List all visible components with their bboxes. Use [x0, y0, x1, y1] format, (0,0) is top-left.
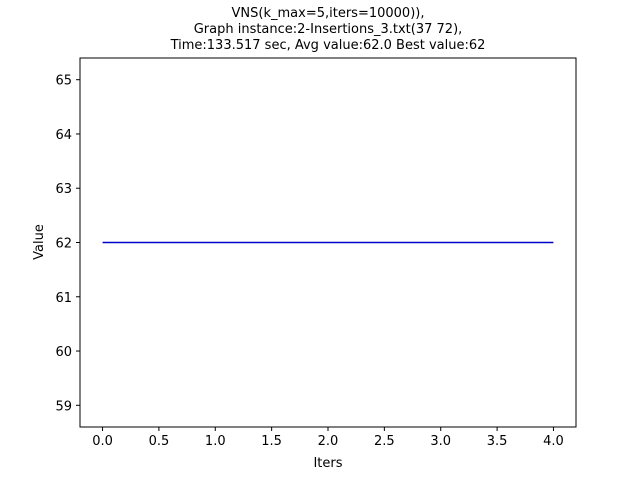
x-tick-label: 1.5 [261, 434, 282, 449]
title-line-2: Graph instance:2-Insertions_3.txt(37 72)… [194, 22, 463, 37]
x-tick-label: 3.5 [487, 434, 508, 449]
x-tick-label: 3.0 [430, 434, 451, 449]
x-tick-label: 0.5 [149, 434, 170, 449]
x-tick-label: 2.0 [318, 434, 339, 449]
y-tick-label: 63 [55, 182, 72, 197]
plot-area-frame [79, 57, 577, 428]
x-tick-label: 2.5 [374, 434, 395, 449]
y-tick-label: 65 [55, 74, 72, 89]
y-tick-label: 62 [55, 237, 72, 252]
y-axis-label: Value [32, 224, 47, 260]
y-tick-label: 60 [55, 345, 72, 360]
y-tick-label: 59 [55, 399, 72, 414]
chart-title: VNS(k_max=5,iters=10000)), Graph instanc… [170, 6, 486, 53]
title-line-3: Time:133.517 sec, Avg value:62.0 Best va… [170, 38, 486, 53]
y-axis-ticks: 59 60 61 62 63 64 65 [55, 74, 80, 414]
y-tick-label: 64 [55, 128, 72, 143]
title-line-1: VNS(k_max=5,iters=10000)), [232, 6, 425, 21]
x-axis-label: Iters [313, 456, 342, 471]
x-axis-ticks: 0.0 0.5 1.0 1.5 2.0 2.5 3.0 3.5 4.0 [92, 427, 564, 449]
x-tick-label: 1.0 [205, 434, 226, 449]
x-tick-label: 4.0 [543, 434, 564, 449]
y-tick-label: 61 [55, 291, 72, 306]
x-tick-label: 0.0 [92, 434, 113, 449]
